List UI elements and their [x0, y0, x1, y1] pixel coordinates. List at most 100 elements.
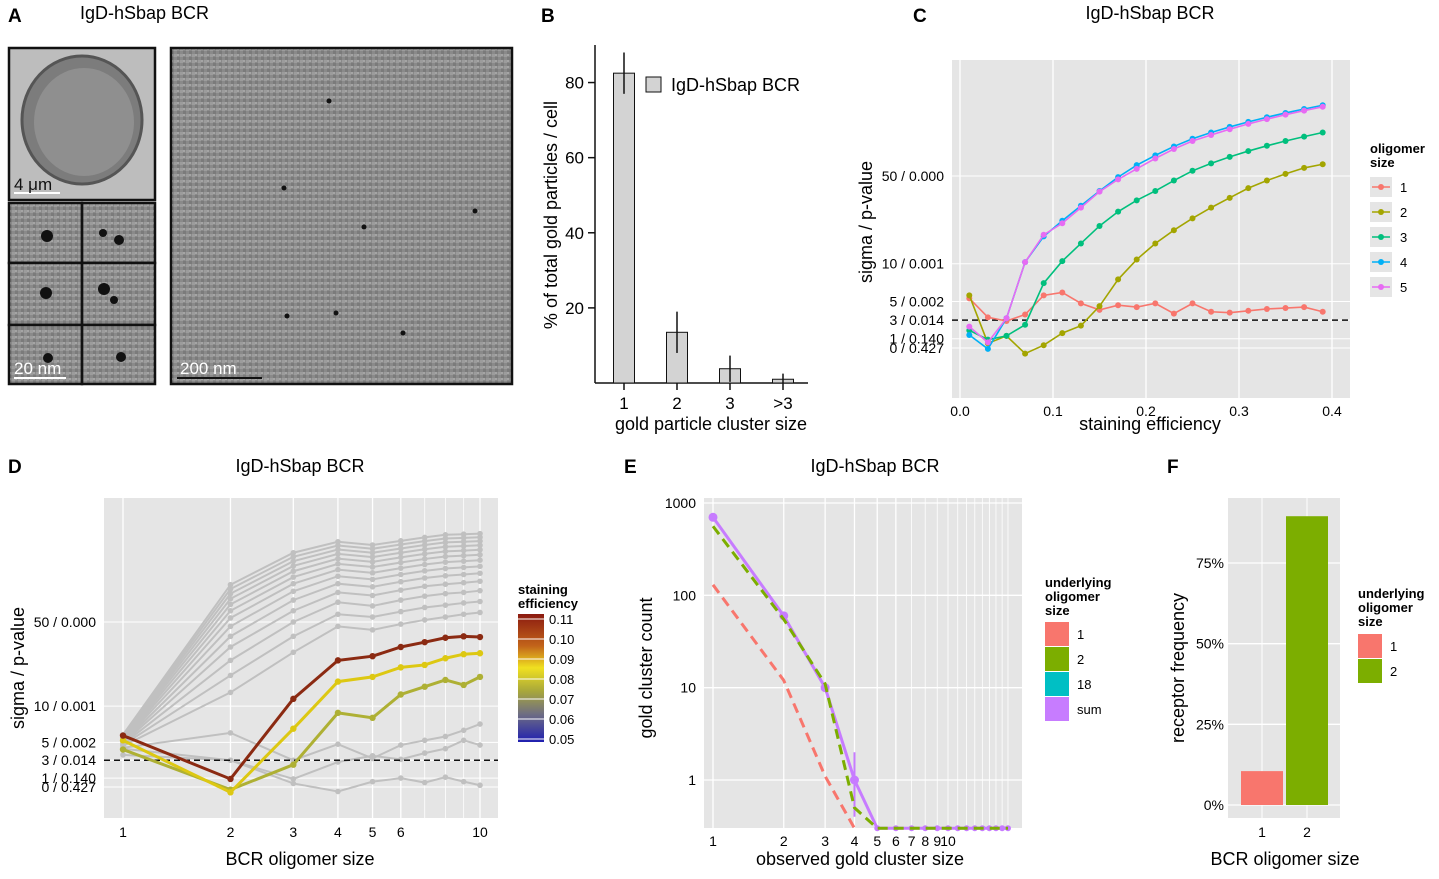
c-data-point — [1245, 120, 1252, 127]
d-y-tick-label: 10 / 0.001 — [34, 698, 96, 714]
c-data-point — [1059, 220, 1066, 227]
c-data-point — [1040, 292, 1047, 299]
c-data-point — [1170, 310, 1177, 317]
d-gray-point — [442, 543, 449, 550]
d-gray-point — [421, 779, 428, 786]
c-x-tick-label: 0.0 — [950, 403, 970, 419]
d-gray-point — [442, 614, 449, 620]
d-legend-title: staining — [518, 582, 568, 597]
e-legend-swatch — [1045, 647, 1069, 671]
d-gray-point — [442, 553, 449, 560]
scale-label-200nm: 200 nm — [180, 359, 237, 378]
d-gray-point — [460, 579, 467, 586]
d-gray-point — [227, 633, 234, 640]
c-data-point — [1133, 304, 1140, 311]
d-gray-point — [398, 608, 404, 615]
c-data-point — [966, 323, 973, 330]
c-y-tick-label: 1 / 0.140 — [890, 331, 945, 347]
d-plot-bg — [104, 498, 498, 818]
f-legend-title-2: oligomer — [1358, 600, 1413, 615]
c-data-point — [1263, 116, 1270, 123]
d-gray-point — [442, 581, 449, 588]
d-gray-point — [335, 589, 341, 596]
c-data-point — [1115, 176, 1122, 183]
d-gray-point — [460, 564, 467, 571]
e-title: IgD-hSbap BCR — [810, 456, 939, 476]
d-gray-point — [421, 556, 428, 562]
d-gray-point — [290, 597, 297, 603]
f-legend-label: 1 — [1390, 639, 1397, 654]
c-data-point — [1152, 300, 1159, 307]
d-gray-point — [477, 609, 483, 616]
c-data-point — [1319, 129, 1326, 136]
d-gray-point — [421, 617, 428, 623]
d-gray-point — [369, 592, 376, 599]
d-gray-point — [421, 546, 428, 553]
d-gray-point — [421, 750, 428, 756]
d-gray-point — [369, 576, 376, 583]
d-gray-point — [421, 583, 428, 590]
c-data-point — [1040, 231, 1047, 238]
d-gray-point — [442, 602, 449, 608]
d-gray-point — [421, 542, 428, 548]
d-gray-point — [398, 554, 404, 561]
c-data-point — [1152, 155, 1159, 162]
c-data-point — [1170, 177, 1177, 184]
e-legend-title-2: oligomer — [1045, 589, 1100, 604]
d-highlight-point — [119, 732, 127, 739]
d-gray-point — [335, 538, 341, 545]
c-data-point — [1263, 305, 1270, 312]
d-gray-point — [227, 581, 234, 588]
d-gray-point — [227, 689, 234, 696]
c-data-point — [1133, 256, 1140, 263]
d-gray-point — [477, 721, 483, 727]
c-data-point — [1170, 146, 1177, 153]
e-x-tick-label: 1 — [709, 833, 717, 849]
f-y-tick-label: 25% — [1196, 716, 1224, 732]
c-data-point — [1301, 304, 1308, 311]
d-colorbar-label: 0.06 — [549, 712, 574, 727]
d-gray-point — [477, 570, 483, 577]
d-gray-point — [398, 775, 404, 781]
d-gray-point — [398, 545, 404, 552]
d-gray-point — [290, 607, 297, 614]
e-legend-label: 1 — [1077, 627, 1084, 642]
c-data-point — [1208, 132, 1215, 139]
d-gray-point — [369, 614, 376, 620]
d-gray-point — [477, 598, 483, 605]
em-main-image — [169, 46, 514, 386]
d-highlight-point — [421, 661, 428, 669]
d-gray-series-line — [122, 580, 481, 745]
d-gray-point — [421, 551, 428, 557]
d-gray-series-line — [122, 611, 481, 747]
em-particles — [281, 98, 478, 336]
e-x-tick-label: 8 — [921, 833, 929, 849]
c-data-point — [984, 345, 991, 352]
c-data-point — [1096, 303, 1103, 310]
e-x-tick-label: 3 — [821, 833, 829, 849]
d-gray-point — [477, 587, 483, 594]
d-gray-point — [477, 742, 483, 748]
d-gray-point — [290, 633, 297, 640]
f-y-tick-label: 0% — [1204, 797, 1224, 813]
c-legend-dot — [1378, 259, 1384, 265]
e-x-tick-label: 2 — [780, 833, 788, 849]
d-gray-point — [369, 554, 376, 560]
e-sum-point — [708, 512, 718, 522]
d-x-tick-label: 4 — [334, 824, 342, 840]
c-data-point — [1301, 107, 1308, 114]
d-x-tick-label: 2 — [227, 824, 235, 840]
b-y-tick-label: 60 — [565, 149, 584, 168]
d-gray-point — [421, 568, 428, 574]
d-gray-series-line — [122, 559, 481, 742]
d-y-tick-label: 3 / 0.014 — [42, 752, 97, 768]
d-gray-point — [227, 644, 234, 650]
c-data-point — [1208, 204, 1215, 211]
c-data-point — [1115, 302, 1122, 309]
e-sum-point — [934, 825, 941, 832]
b-x-tick-label: >3 — [773, 394, 792, 413]
d-highlight-point — [442, 676, 449, 684]
c-data-point — [1189, 138, 1196, 145]
c-data-point — [1133, 165, 1140, 172]
